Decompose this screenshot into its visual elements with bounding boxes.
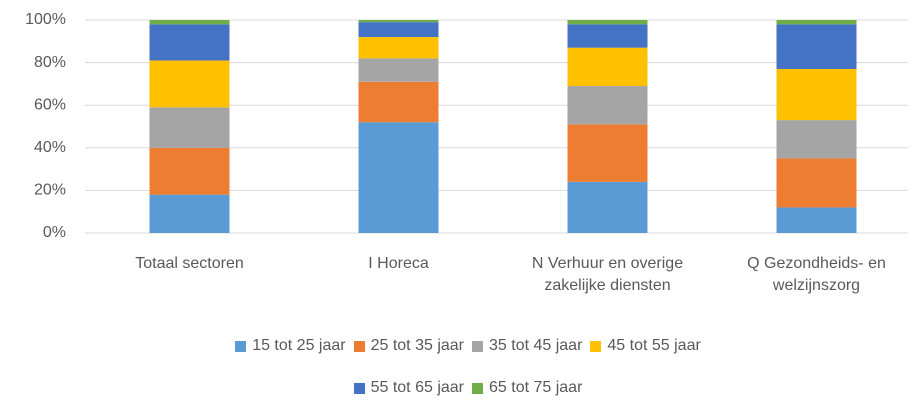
- bar-segment: [776, 20, 857, 25]
- legend-label: 65 tot 75 jaar: [489, 379, 583, 396]
- bar-segment: [358, 122, 439, 233]
- bar-segment: [567, 86, 648, 125]
- y-tick-label: 60%: [34, 96, 66, 113]
- legend-label: 55 tot 65 jaar: [370, 379, 464, 396]
- x-tick-label: I Horeca: [368, 255, 429, 272]
- y-tick-label: 20%: [34, 182, 66, 199]
- bar-segment: [149, 107, 230, 148]
- legend-label: 45 tot 55 jaar: [607, 337, 701, 354]
- bar-segment: [567, 20, 648, 25]
- legend-swatch: [472, 382, 483, 394]
- bar-segment: [358, 20, 439, 23]
- legend-swatch: [353, 340, 365, 352]
- bar-segment: [567, 47, 648, 87]
- bar-segment: [567, 24, 648, 48]
- y-tick-label: 80%: [34, 54, 66, 71]
- x-tick-label: N Verhuur en overige zakelijke diensten: [531, 255, 684, 294]
- legend-swatch: [353, 382, 365, 394]
- legend-label: 35 tot 45 jaar: [489, 337, 583, 354]
- legend-item: 35 tot 45 jaar: [472, 334, 582, 358]
- x-tick-label: Q Gezondheids- en welzijnszorg: [747, 255, 886, 294]
- legend-swatch: [590, 340, 602, 352]
- bar-segment: [776, 68, 857, 121]
- bar-segment: [358, 81, 439, 123]
- bar-segment: [567, 181, 648, 233]
- bar-segment: [149, 147, 230, 195]
- bar-segment: [149, 20, 230, 25]
- bar-segment: [358, 22, 439, 38]
- x-tick-label: Totaal sectoren: [135, 255, 244, 272]
- bar-segment: [776, 120, 857, 159]
- bar-segment: [776, 207, 857, 233]
- y-tick-label: 40%: [34, 139, 66, 156]
- bar-segment: [358, 58, 439, 82]
- legend-item: 65 tot 75 jaar: [472, 376, 582, 400]
- legend-item: 15 tot 25 jaar: [235, 334, 346, 358]
- y-tick-label: 0%: [43, 224, 66, 241]
- bar-segment: [776, 158, 857, 208]
- legend-label: 25 tot 35 jaar: [370, 337, 464, 354]
- legend-item: 25 tot 35 jaar: [353, 334, 464, 358]
- bar-segment: [149, 24, 230, 61]
- bar-segment: [358, 37, 439, 59]
- bar-segment: [149, 194, 230, 233]
- bar-segment: [776, 24, 857, 69]
- legend: 15 tot 25 jaar 25 tot 35 jaar 35 tot 45 ja…: [228, 334, 708, 400]
- legend-item: 45 tot 55 jaar: [590, 334, 701, 358]
- bar-segment: [567, 124, 648, 182]
- legend-label: 15 tot 25 jaar: [252, 337, 346, 354]
- legend-item: 55 tot 65 jaar: [353, 376, 464, 400]
- legend-swatch: [235, 340, 247, 352]
- y-tick-label: 100%: [25, 11, 66, 28]
- bar-segment: [149, 60, 230, 108]
- legend-swatch: [472, 340, 483, 352]
- plot: 0% 20% 40% 60% 80% 100%: [25, 11, 908, 241]
